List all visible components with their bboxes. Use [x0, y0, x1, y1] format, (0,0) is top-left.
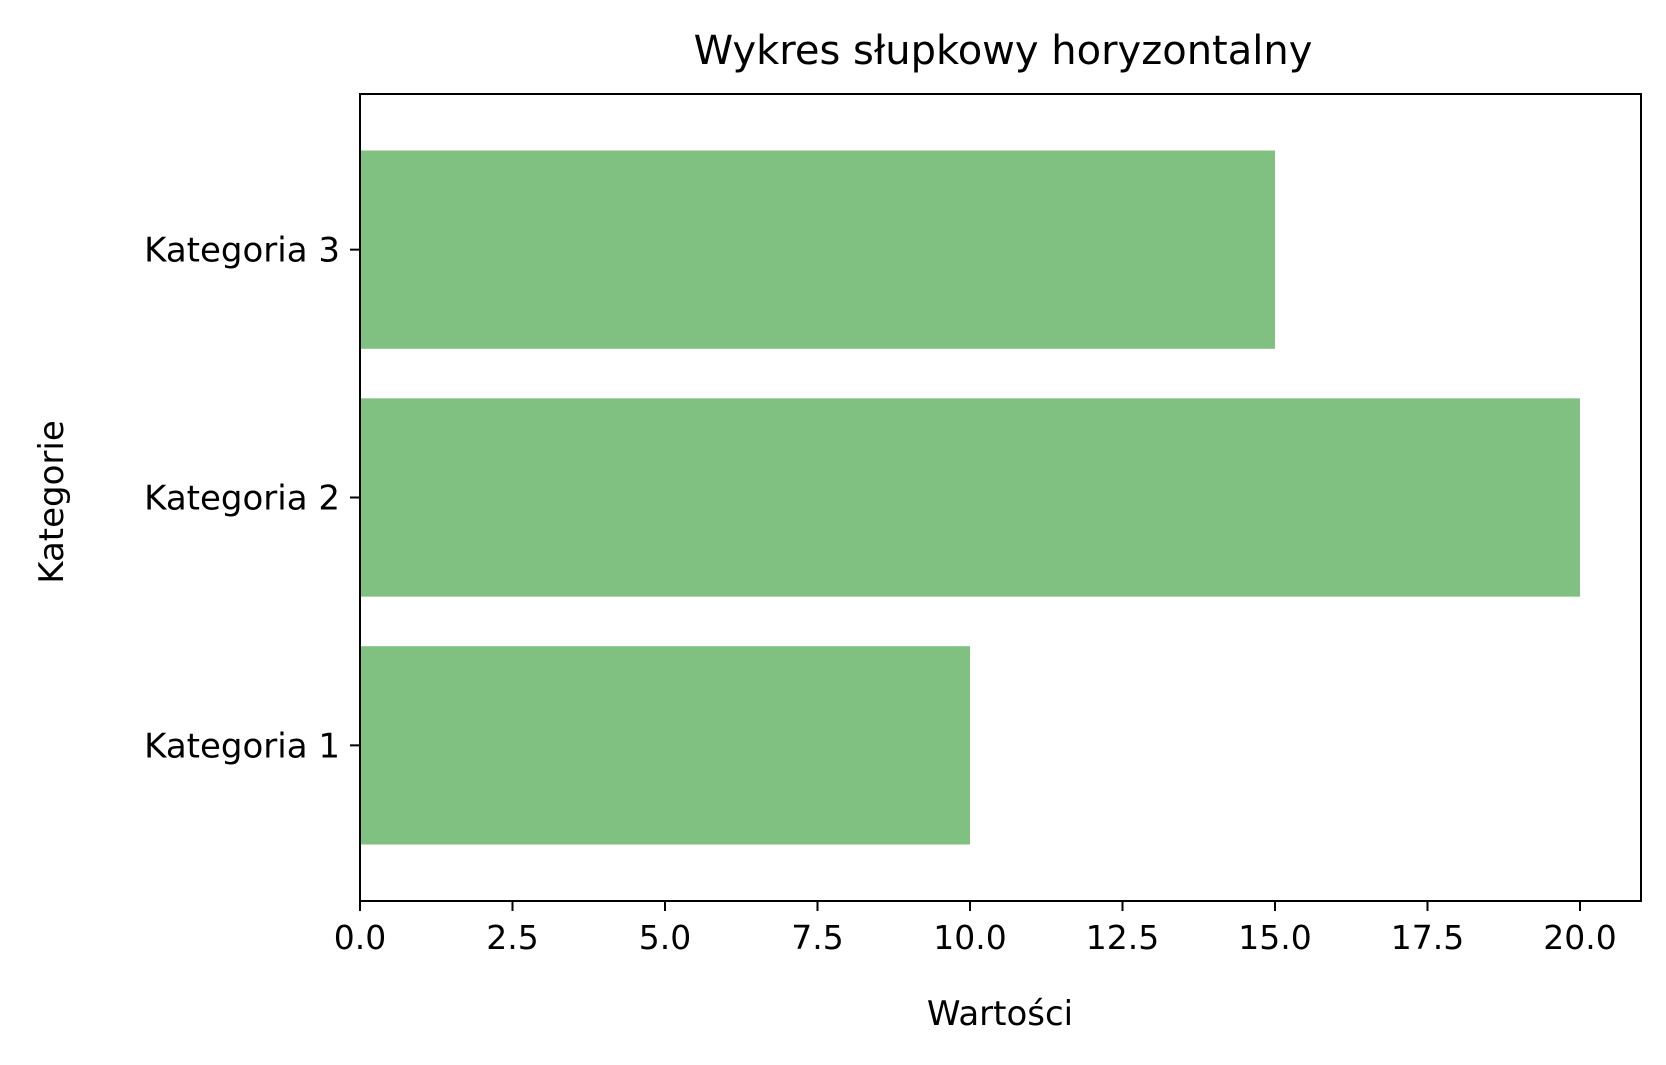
x-tick-label: 20.0 — [1543, 918, 1616, 957]
x-tick-label: 5.0 — [639, 918, 691, 957]
bars-layer — [360, 150, 1580, 845]
x-axis: 0.0 2.5 5.0 7.5 10.0 12.5 15.0 17.5 20.0 — [334, 901, 1617, 957]
x-tick-label: 15.0 — [1238, 918, 1311, 957]
y-tick-label: Kategoria 2 — [144, 479, 340, 519]
y-axis-label: Kategorie — [32, 420, 72, 584]
chart-title: Wykres słupkowy horyzontalny — [694, 28, 1313, 74]
y-axis: Kategoria 1 Kategoria 2 Kategoria 3 — [144, 231, 360, 766]
bar-1 — [360, 646, 970, 845]
x-tick-label: 10.0 — [933, 918, 1006, 957]
bar-3 — [360, 150, 1275, 349]
x-tick-label: 17.5 — [1391, 918, 1464, 957]
y-tick-label: Kategoria 1 — [144, 726, 340, 766]
y-tick-label: Kategoria 3 — [144, 231, 340, 271]
x-tick-label: 7.5 — [791, 918, 843, 957]
x-tick-label: 2.5 — [486, 918, 538, 957]
x-tick-label: 0.0 — [334, 918, 386, 957]
x-tick-label: 12.5 — [1086, 918, 1159, 957]
bar-2 — [360, 398, 1580, 597]
x-axis-label: Wartości — [927, 994, 1073, 1034]
